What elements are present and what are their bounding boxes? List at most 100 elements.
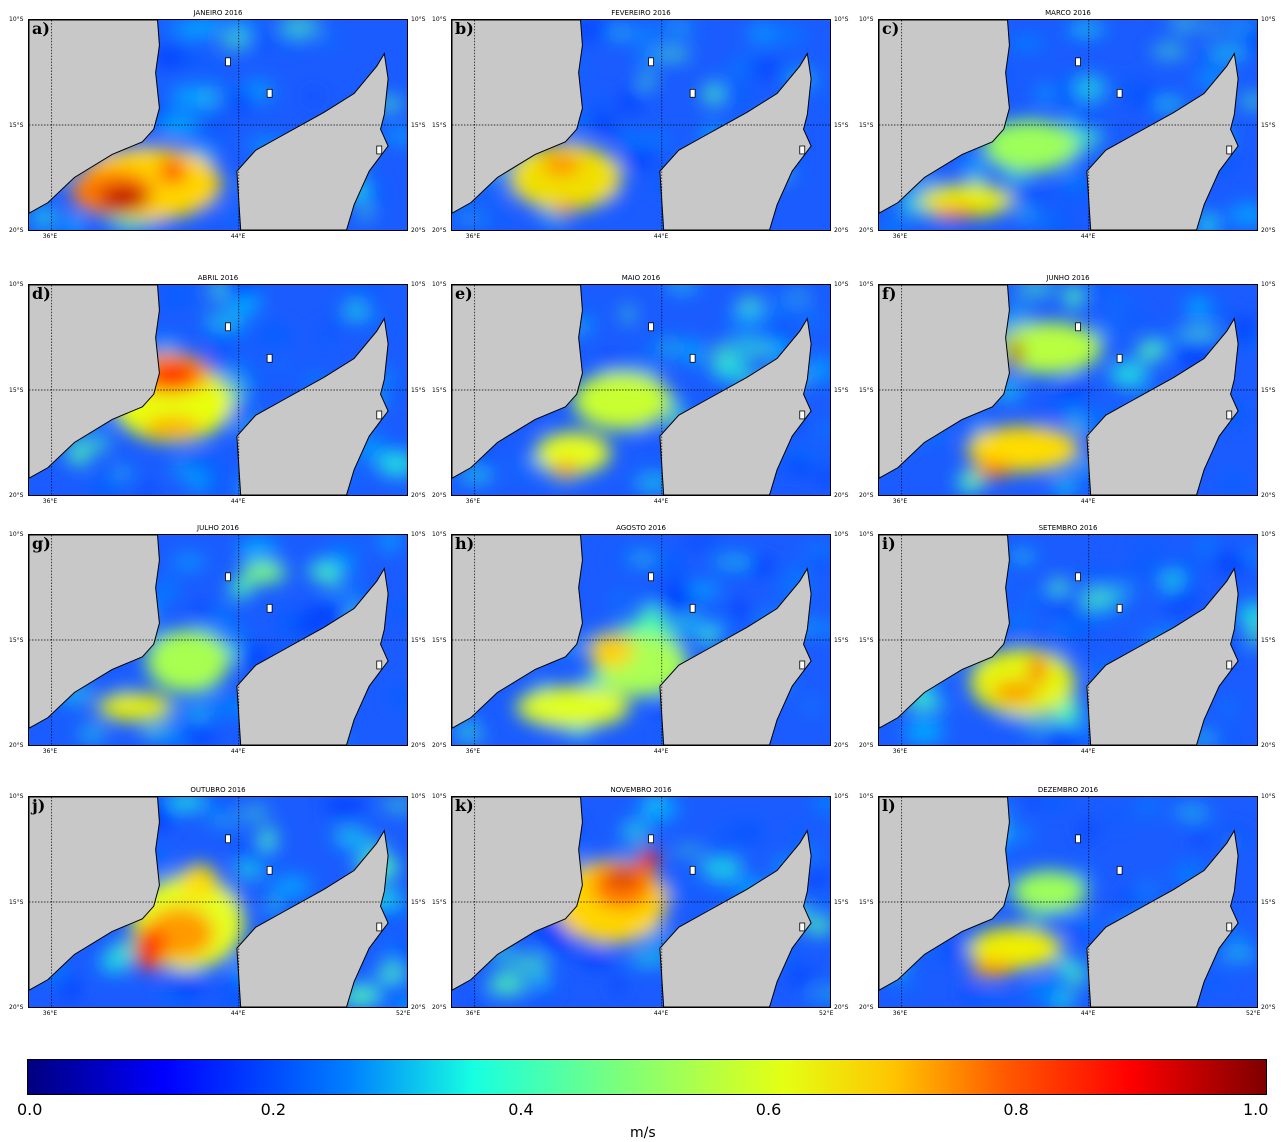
panel-title: NOVEMBRO 2016 [610, 786, 672, 794]
speed-blob [1191, 826, 1210, 851]
speed-blob [797, 308, 824, 329]
speed-blob [813, 797, 830, 814]
speed-field [879, 797, 1257, 1007]
speed-hotspot [148, 361, 198, 390]
lat-tick-right: 20°S [411, 227, 426, 234]
speed-hotspot [591, 862, 653, 909]
speed-blob [783, 455, 815, 475]
island [225, 322, 231, 332]
panel-label: c) [882, 19, 900, 38]
speed-blob [307, 564, 336, 580]
lat-tick-left: 20°S [432, 492, 447, 499]
lat-tick-left: 20°S [9, 227, 24, 234]
madagascar-landmass [236, 829, 389, 1007]
speed-field [29, 285, 407, 495]
speed-blob [530, 965, 549, 990]
speed-blob [1010, 552, 1036, 561]
speed-blob [229, 401, 255, 424]
speed-field [452, 285, 830, 495]
map-frame: c) [878, 19, 1258, 231]
speed-blob [1041, 588, 1085, 612]
speed-blob [154, 577, 179, 603]
lat-tick-left: 15°S [859, 122, 874, 129]
speed-blob [628, 952, 669, 965]
speed-blob [1231, 316, 1257, 344]
speed-blob [534, 204, 565, 230]
africa-landmass [879, 797, 1010, 991]
lat-tick-left: 10°S [432, 531, 447, 538]
speed-blob [240, 805, 270, 821]
speed-blob [1109, 361, 1148, 387]
island [799, 922, 806, 932]
speed-blob [213, 605, 233, 629]
speed-blob [253, 845, 275, 873]
speed-blob [481, 190, 517, 200]
speed-blob [1015, 205, 1034, 222]
lat-tick-right: 20°S [1261, 492, 1276, 499]
speed-blob [343, 834, 373, 858]
lat-tick-left: 20°S [432, 1004, 447, 1011]
speed-blob [1040, 414, 1066, 424]
speed-hotspot [557, 202, 573, 216]
speed-blob [1042, 728, 1076, 739]
speed-blob [1105, 812, 1130, 825]
lon-tick: 36°E [465, 233, 481, 240]
lat-tick-right: 15°S [1261, 122, 1276, 129]
speed-blob [255, 325, 293, 343]
speed-blob [936, 940, 979, 959]
map-frame: l) [878, 796, 1258, 1008]
lat-tick-right: 10°S [1261, 281, 1276, 288]
panel-label: d) [32, 284, 51, 303]
island [799, 660, 806, 670]
speed-blob [1134, 797, 1162, 819]
speed-hotspot [508, 143, 623, 212]
speed-blob [1185, 288, 1210, 299]
island [689, 865, 696, 875]
speed-blob [730, 599, 748, 621]
speed-blob [1162, 606, 1185, 618]
speed-blob [627, 29, 662, 39]
speed-blob [217, 327, 250, 336]
colorbar [27, 1059, 1267, 1095]
speed-blob [804, 546, 830, 556]
speed-blob [194, 600, 207, 624]
speed-hotspot [572, 371, 672, 430]
panel-label: j) [32, 796, 46, 815]
colorbar-tick-label: 0.0 [17, 1100, 43, 1119]
speed-blob [1216, 949, 1257, 962]
lon-tick: 44°E [1080, 498, 1096, 505]
panel-title: JULHO 2016 [197, 524, 239, 532]
speed-field [29, 797, 407, 1007]
speed-blob [960, 153, 988, 180]
speed-blob [387, 690, 407, 707]
speed-blob [216, 361, 250, 372]
speed-blob [219, 29, 252, 51]
island [1226, 410, 1233, 420]
island [225, 834, 231, 844]
island [376, 660, 383, 670]
speed-blob [1069, 23, 1105, 34]
africa-landmass [452, 797, 583, 991]
speed-blob [655, 49, 691, 60]
speed-blob [646, 335, 690, 360]
lon-tick: 44°E [230, 498, 246, 505]
lat-tick-right: 15°S [834, 122, 849, 129]
speed-blob [181, 452, 222, 475]
speed-hotspot [969, 960, 1016, 978]
island [1075, 322, 1081, 332]
africa-landmass [879, 535, 1010, 729]
speed-blob [202, 85, 217, 111]
lon-tick: 36°E [465, 498, 481, 505]
africa-landmass [452, 535, 583, 729]
speed-blob [1168, 20, 1202, 32]
lat-tick-right: 15°S [1261, 899, 1276, 906]
speed-blob [999, 716, 1036, 731]
panel-title: FEVEREIRO 2016 [611, 9, 671, 17]
lat-tick-right: 20°S [1261, 742, 1276, 749]
speed-hotspot [1030, 655, 1046, 684]
madagascar-landmass [659, 52, 812, 230]
speed-blob [393, 943, 407, 966]
island [1075, 57, 1081, 67]
speed-blob [1227, 203, 1257, 226]
speed-blob [804, 700, 819, 712]
